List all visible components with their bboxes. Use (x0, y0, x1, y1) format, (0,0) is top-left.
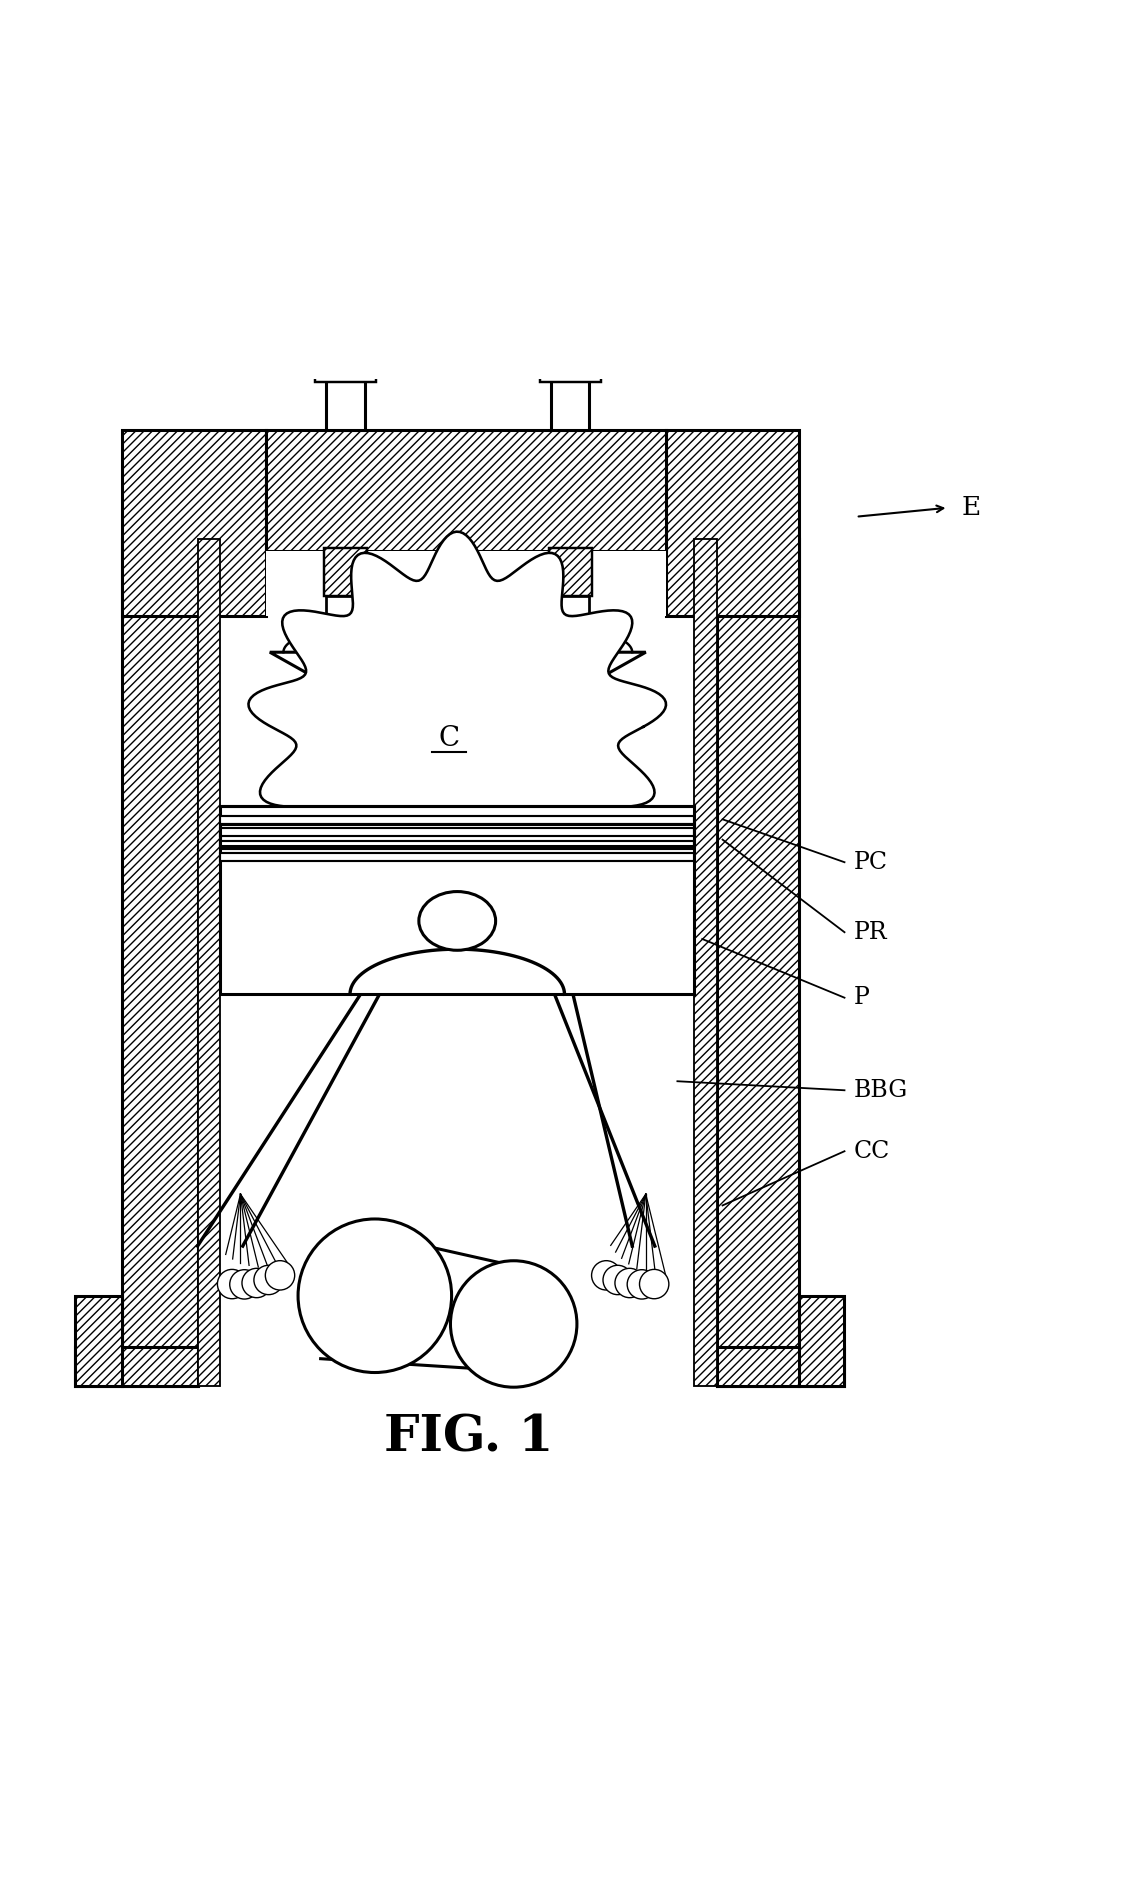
Bar (666, 430, 799, 615)
Circle shape (265, 1261, 295, 1291)
Circle shape (254, 1266, 283, 1294)
Text: P: P (854, 987, 869, 1010)
Circle shape (603, 1266, 632, 1294)
Circle shape (592, 1261, 621, 1291)
Text: E: E (962, 494, 981, 521)
Text: CC: CC (854, 1140, 890, 1162)
Text: PC: PC (854, 851, 887, 874)
Bar (266, 430, 666, 551)
Circle shape (218, 1270, 247, 1298)
Circle shape (628, 1270, 657, 1298)
Bar (717, 540, 799, 1387)
Bar (198, 540, 220, 1387)
Circle shape (242, 1268, 271, 1298)
Bar (551, 368, 589, 430)
Circle shape (229, 1270, 259, 1298)
Bar (220, 842, 694, 849)
Polygon shape (248, 532, 666, 917)
Bar (315, 366, 376, 383)
Bar (694, 540, 717, 1387)
Bar (717, 1347, 844, 1387)
Bar (220, 806, 694, 994)
Bar (122, 430, 266, 615)
Text: FIG. 1: FIG. 1 (384, 1413, 553, 1462)
Ellipse shape (419, 891, 496, 951)
Circle shape (615, 1268, 645, 1298)
Bar (220, 825, 694, 847)
Circle shape (298, 1219, 452, 1372)
Polygon shape (495, 653, 646, 672)
Bar (549, 549, 592, 596)
Bar (220, 815, 694, 825)
Text: BBG: BBG (854, 1079, 908, 1102)
Bar (799, 1296, 844, 1387)
Bar (326, 596, 365, 672)
Bar (326, 368, 365, 430)
Bar (75, 1347, 198, 1387)
Circle shape (450, 1261, 577, 1387)
Polygon shape (270, 653, 421, 672)
Bar (324, 549, 367, 596)
Bar (220, 853, 694, 860)
Bar (220, 828, 694, 836)
Bar (75, 1296, 122, 1387)
Circle shape (639, 1270, 668, 1298)
Text: PR: PR (854, 921, 887, 944)
Bar (266, 551, 666, 615)
Bar (540, 366, 601, 383)
Bar (122, 540, 198, 1387)
Text: C: C (439, 725, 460, 751)
Bar (551, 596, 589, 672)
